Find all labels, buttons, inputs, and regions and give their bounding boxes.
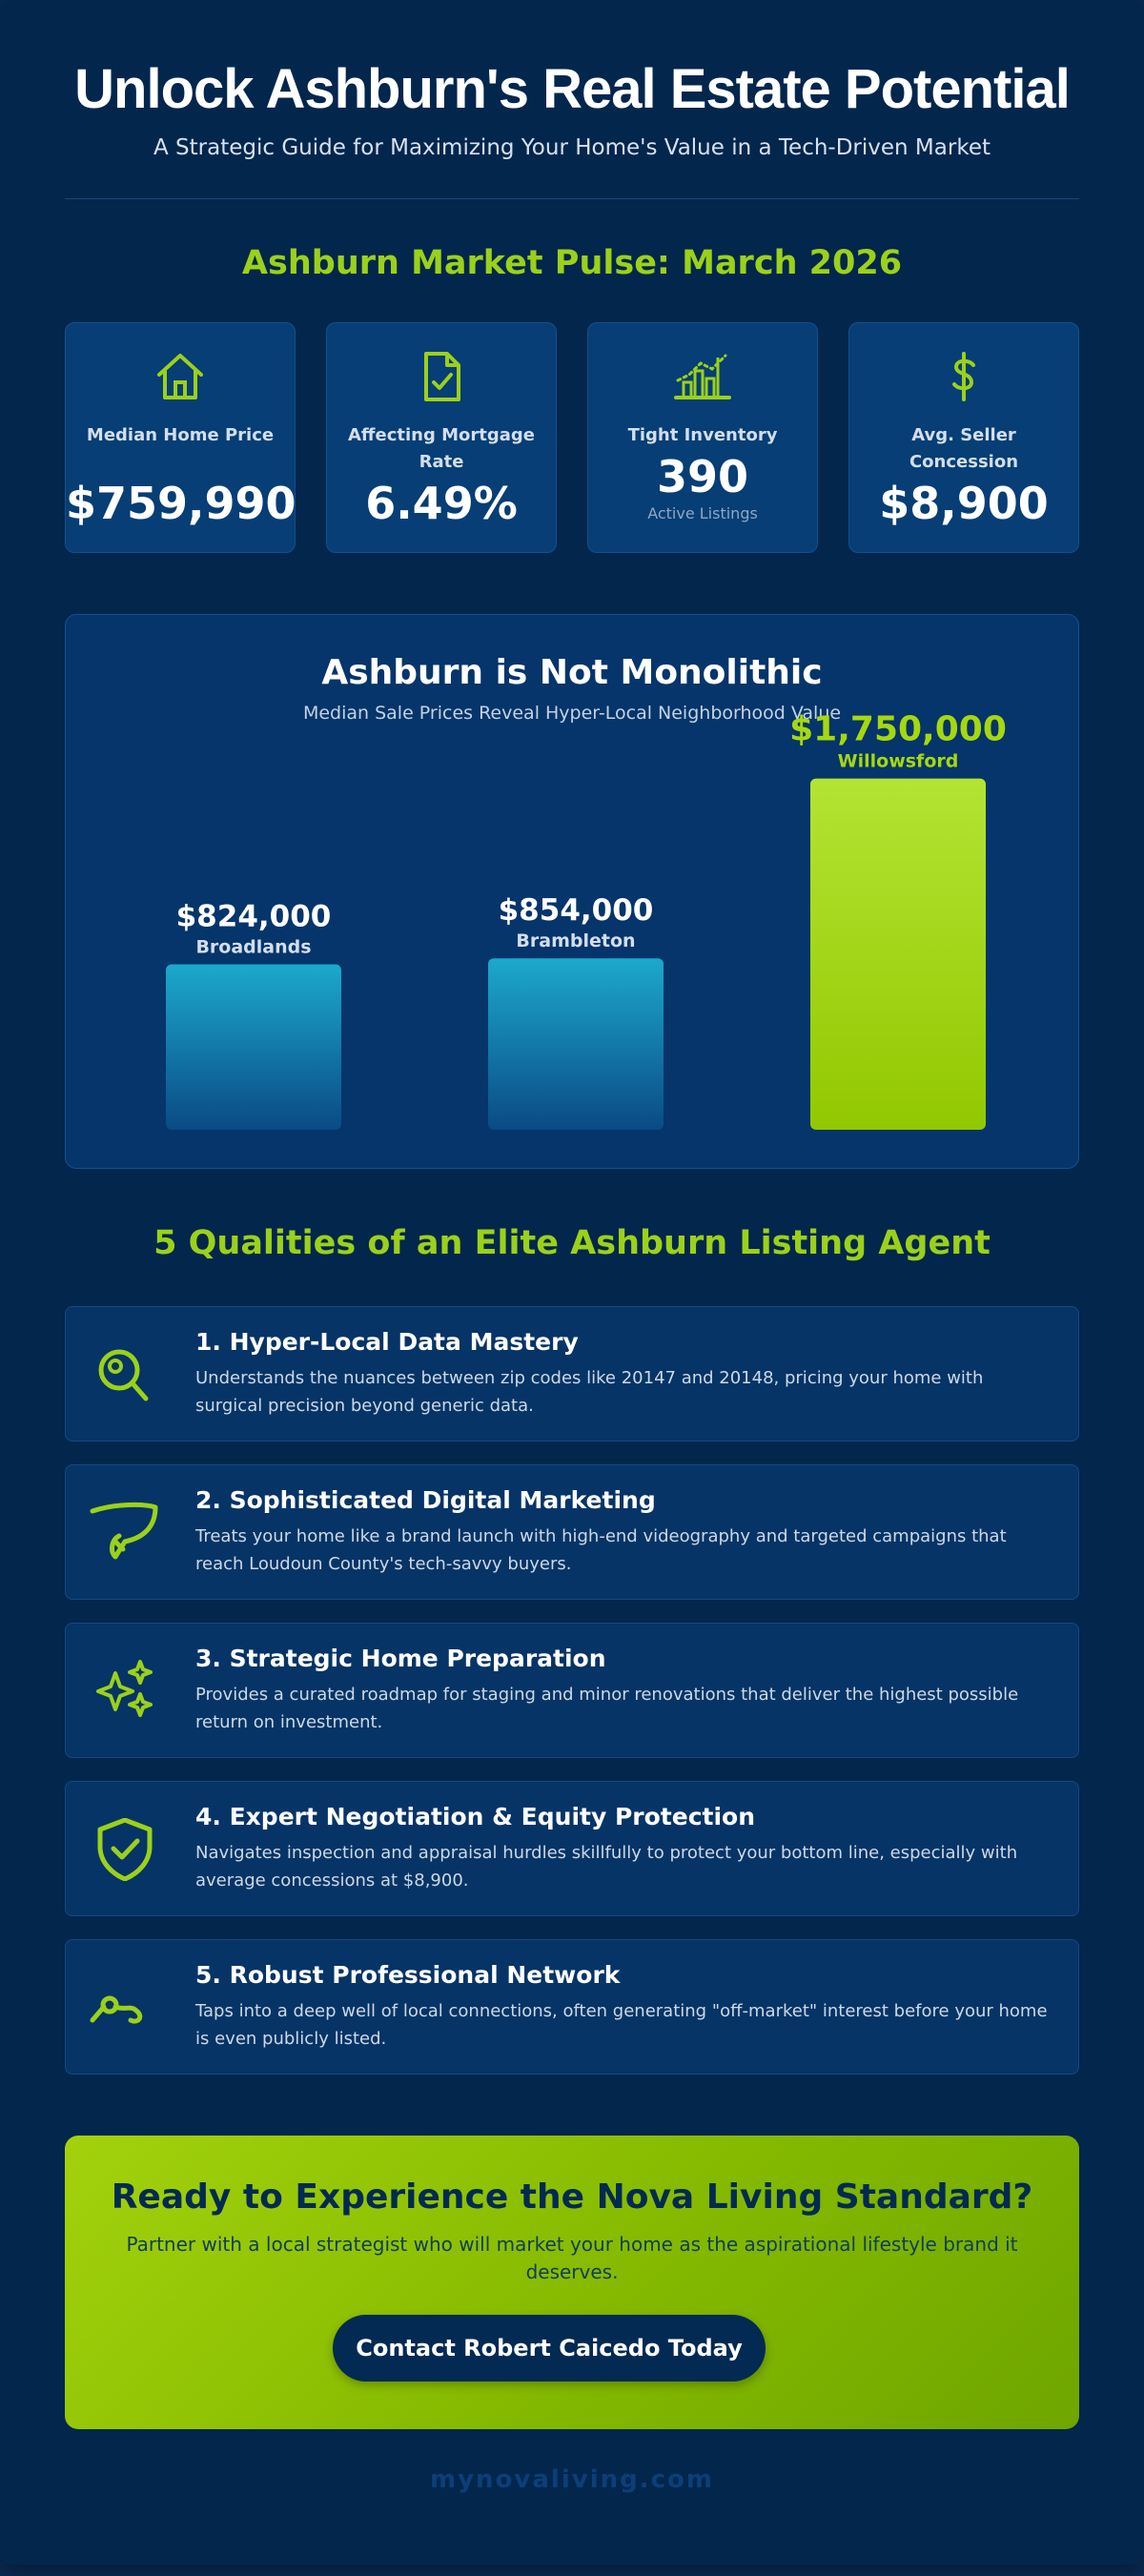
network-icon — [90, 1995, 143, 2024]
bar-value-label: $1,750,000 — [789, 710, 1007, 749]
shield-check-icon — [97, 1817, 153, 1882]
quality-description: Treats your home like a brand launch wit… — [195, 1526, 1007, 1574]
quality-description: Navigates inspection and appraisal hurdl… — [195, 1843, 1018, 1891]
bar-brambleton — [488, 958, 664, 1130]
stat-card-mortgage-rate: Affecting Mortgage Rate 6.49% — [326, 322, 557, 553]
stat-label: Median Home Price — [86, 425, 275, 445]
quality-card-network: 5. Robust Professional Network Taps into… — [65, 1939, 1079, 2075]
dollar-icon — [952, 352, 975, 401]
stat-value: $8,900 — [879, 478, 1049, 529]
bar-value-label: $854,000 — [499, 893, 654, 928]
quality-title: 4. Expert Negotiation & Equity Protectio… — [195, 1803, 756, 1830]
cta-text: Partner with a local strategist who will… — [126, 2233, 1018, 2283]
bar-broadlands — [166, 964, 341, 1130]
quality-card-digital-marketing: 2. Sophisticated Digital Marketing Treat… — [65, 1464, 1079, 1600]
contact-button[interactable]: Contact Robert Caicedo Today — [333, 2315, 766, 2382]
bar-category-label: Brambleton — [516, 930, 635, 951]
quality-title: 1. Hyper-Local Data Mastery — [195, 1328, 579, 1356]
quality-description: Taps into a deep well of local connectio… — [195, 2001, 1048, 2049]
header-divider — [65, 198, 1079, 199]
chart-title: Ashburn is Not Monolithic — [321, 653, 823, 692]
sparkles-icon — [96, 1660, 153, 1717]
stat-sublabel: Active Listings — [647, 504, 758, 522]
stat-card-inventory: Tight Inventory 390 Active Listings — [587, 322, 818, 553]
quality-card-data-mastery: 1. Hyper-Local Data Mastery Understands … — [65, 1306, 1079, 1441]
market-stats: Median Home Price $759,990 Affecting Mor… — [65, 322, 1079, 553]
quality-title: 2. Sophisticated Digital Marketing — [195, 1486, 656, 1514]
quality-description: Provides a curated roadmap for staging a… — [195, 1685, 1019, 1732]
page-title: Unlock Ashburn's Real Estate Potential — [74, 58, 1071, 120]
house-icon — [157, 354, 203, 399]
magnifier-icon — [98, 1349, 149, 1401]
megaphone-icon — [90, 1502, 158, 1560]
quality-description: Understands the nuances between zip code… — [195, 1368, 984, 1416]
quality-title: 3. Strategic Home Preparation — [195, 1645, 606, 1672]
bar-category-label: Willowsford — [838, 751, 959, 772]
cta-panel: Ready to Experience the Nova Living Stan… — [65, 2136, 1079, 2429]
quality-title: 5. Robust Professional Network — [195, 1961, 621, 1989]
quality-card-home-preparation: 3. Strategic Home Preparation Provides a… — [65, 1623, 1079, 1758]
stat-label: Avg. Seller Concession — [909, 425, 1019, 472]
stat-label: Affecting Mortgage Rate — [347, 425, 535, 472]
bar-value-label: $824,000 — [176, 900, 332, 934]
footer-site-link[interactable]: mynovaliving.com — [430, 2465, 714, 2494]
agent-qualities-heading: 5 Qualities of an Elite Ashburn Listing … — [153, 1224, 991, 1262]
chart-subtitle: Median Sale Prices Reveal Hyper-Local Ne… — [302, 703, 842, 724]
cta-title: Ready to Experience the Nova Living Stan… — [111, 2177, 1033, 2217]
market-heading: Ashburn Market Pulse: March 2026 — [241, 244, 903, 282]
stat-label: Tight Inventory — [627, 425, 778, 445]
city-chart-icon — [674, 354, 731, 399]
quality-card-negotiation: 4. Expert Negotiation & Equity Protectio… — [65, 1781, 1079, 1916]
neighborhood-chart-card: Ashburn is Not Monolithic Median Sale Pr… — [65, 614, 1079, 1169]
bar-category-label: Broadlands — [195, 937, 311, 958]
stat-value: 390 — [656, 451, 749, 502]
stat-card-seller-concession: Avg. Seller Concession $8,900 — [848, 322, 1079, 553]
bar-willowsford — [810, 778, 986, 1130]
document-check-icon — [424, 352, 460, 401]
stat-value: $759,990 — [66, 478, 296, 529]
stat-value: 6.49% — [365, 478, 518, 529]
stat-card-median-price: Median Home Price $759,990 — [65, 322, 296, 553]
page-subtitle: A Strategic Guide for Maximizing Your Ho… — [153, 135, 991, 160]
